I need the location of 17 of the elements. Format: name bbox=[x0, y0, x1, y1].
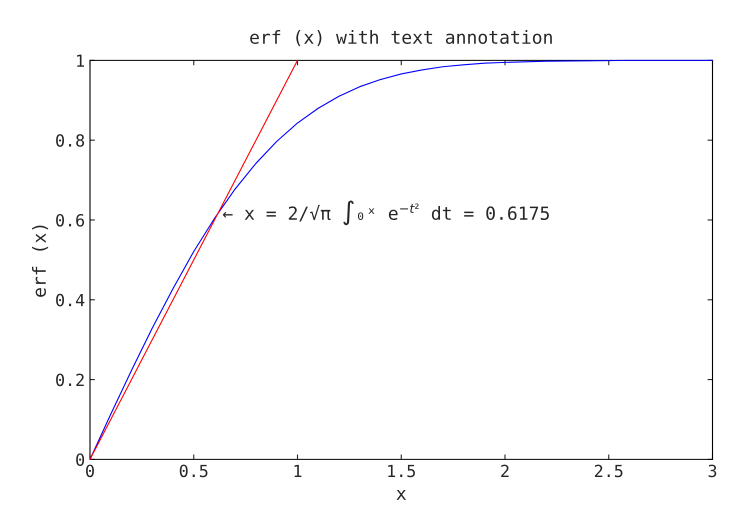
x-tick-label: 0 bbox=[86, 464, 94, 478]
y-tick-label: 0.6 bbox=[56, 214, 84, 227]
x-axis-title: x bbox=[396, 490, 406, 500]
annotation: ← x = 2/√π ∫₀ˣ e$^{−t²}$ dt = 0.6175 bbox=[222, 200, 549, 226]
x-tick-label: 3 bbox=[708, 464, 716, 478]
x-tick-label: 2 bbox=[501, 464, 509, 477]
x-tick-label: 0.5 bbox=[180, 464, 208, 478]
x-tick-label: 1 bbox=[294, 464, 302, 477]
y-tick-label: 0.4 bbox=[56, 294, 84, 306]
y-axis-title: erf (x) bbox=[32, 226, 48, 297]
x-tick-label: 1.5 bbox=[388, 464, 415, 478]
x-tick-label: 2.5 bbox=[594, 464, 622, 478]
chart-title: erf (x) with text annotation bbox=[250, 30, 552, 46]
y-tick-label: 0 bbox=[76, 453, 84, 466]
y-tick-label: 0.8 bbox=[56, 134, 84, 147]
y-tick-label: 1 bbox=[77, 54, 84, 67]
y-tick-label: 0.2 bbox=[56, 374, 84, 386]
